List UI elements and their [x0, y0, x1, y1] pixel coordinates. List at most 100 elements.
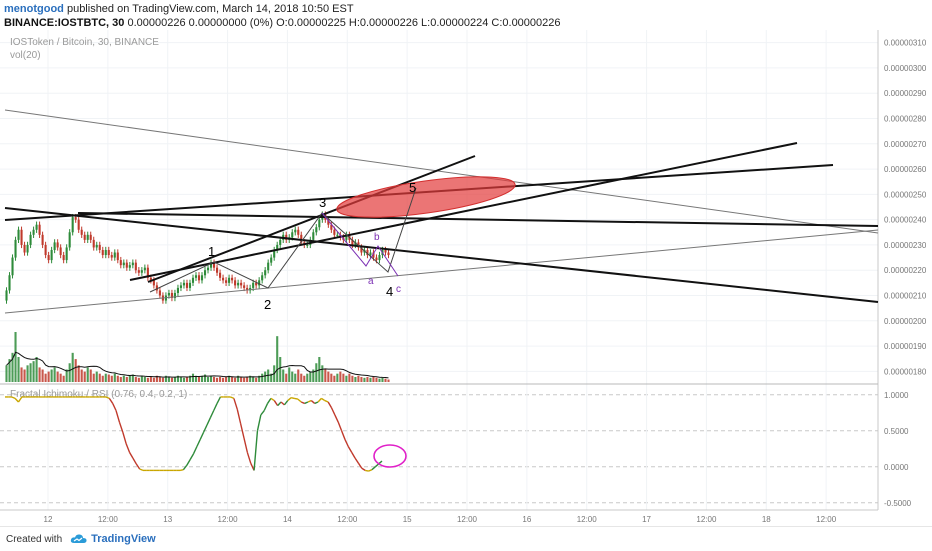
trend-line-grey-descending[interactable]	[4, 109, 879, 234]
candle-body	[312, 232, 315, 240]
candle-body	[300, 234, 303, 243]
target-zone-ellipse[interactable]	[335, 169, 518, 226]
candle-body	[330, 224, 333, 230]
candle-body	[345, 234, 348, 240]
candle-body	[89, 234, 92, 240]
volume-bar	[71, 352, 74, 382]
price-tick-label: 0.00000240	[884, 216, 927, 225]
indicator-segment	[112, 403, 117, 411]
tradingview-logo[interactable]: TradingView	[70, 533, 156, 545]
author-name[interactable]: menotgood	[4, 3, 64, 15]
indicator-segment	[196, 439, 201, 447]
wave-label-5: 5	[409, 180, 416, 195]
volume-bar	[209, 375, 213, 382]
chart-svg[interactable]: IOSToken / Bitcoin, 30, BINANCE vol(20) …	[0, 30, 932, 526]
volume-bar	[297, 369, 300, 382]
indicator-segment	[334, 414, 339, 423]
candle-body	[77, 219, 80, 230]
trend-line-black-horizontal[interactable]	[77, 212, 879, 227]
volume-bar	[167, 377, 170, 382]
trend-line-grey-ascending[interactable]	[4, 229, 879, 314]
indicator-series	[5, 396, 383, 472]
volume-bar	[279, 357, 282, 382]
volume-bar	[116, 375, 119, 382]
candle-body	[173, 292, 176, 299]
volume-bar	[80, 369, 83, 382]
volume-bar	[170, 377, 173, 382]
volume-bar	[270, 373, 273, 382]
trend-line-black-descending[interactable]	[4, 207, 879, 303]
indicator-segment	[277, 401, 282, 407]
candle-body	[246, 287, 249, 291]
indicator-segment	[368, 469, 373, 472]
candle-body	[258, 280, 261, 286]
indicator-segment	[135, 463, 141, 470]
volume-bar	[41, 369, 44, 382]
candle-body	[140, 270, 143, 273]
volume-bar	[86, 367, 89, 382]
volume-bar	[357, 375, 360, 382]
candle-body	[23, 244, 26, 253]
indicator-segment	[122, 432, 127, 444]
chart-area[interactable]: IOSToken / Bitcoin, 30, BINANCE vol(20) …	[0, 30, 932, 526]
volume-bar	[258, 375, 261, 382]
candle-body	[17, 229, 20, 240]
indicator-segment	[139, 468, 144, 472]
published-text: published on TradingView.com, March 14, …	[66, 3, 354, 15]
candle-body	[185, 282, 189, 288]
indicator-segment	[294, 397, 298, 400]
trend-line-steep[interactable]	[147, 155, 476, 283]
candle-body	[261, 275, 264, 281]
indicator-segment	[324, 399, 329, 403]
volume-bar	[38, 367, 41, 382]
volume-bar	[5, 365, 8, 382]
candle-body	[249, 287, 252, 291]
volume-bar	[113, 373, 116, 382]
trend-lines[interactable]	[4, 109, 879, 314]
indicator-segment	[186, 459, 191, 466]
tradingview-cloud-icon	[70, 534, 87, 543]
abc-correction-path[interactable]	[321, 212, 399, 277]
candle-body	[360, 247, 363, 253]
volume-bar	[291, 371, 294, 382]
candle-body	[149, 277, 152, 281]
volume-bar	[339, 371, 342, 382]
elliott-wave-path[interactable]	[149, 187, 417, 293]
trend-line-upper-short[interactable]	[129, 142, 798, 281]
volume-bar	[360, 377, 363, 382]
volume-bar	[246, 377, 249, 382]
volume-bar	[17, 357, 20, 382]
candle-body	[101, 249, 104, 256]
candle-body	[197, 275, 201, 281]
indicator-segment	[182, 464, 188, 471]
grid-lines	[0, 30, 878, 510]
indicator-circle-annotation[interactable]	[373, 444, 407, 468]
candle-body	[188, 282, 192, 288]
volume-bar	[285, 373, 288, 382]
candle-body	[167, 292, 170, 296]
candle-body	[80, 229, 83, 235]
indicator-segment	[317, 397, 322, 403]
chart-header: menotgood published on TradingView.com, …	[4, 2, 928, 30]
main-pane-label: IOSToken / Bitcoin, 30, BINANCE	[10, 37, 159, 48]
candle-body	[20, 229, 23, 245]
indicator-segment	[246, 452, 252, 464]
volume-bar	[237, 375, 240, 382]
price-tick-label: 0.00000300	[884, 64, 927, 73]
indicator-segment	[330, 407, 336, 416]
ohlc-values: 0.00000226 0.00000000 (0%) O:0.00000225 …	[127, 17, 561, 29]
indicator-segment	[236, 409, 242, 424]
candle-body	[297, 229, 300, 235]
candle-body	[276, 244, 279, 250]
candle-body	[104, 249, 107, 256]
candle-body	[29, 234, 32, 245]
price-tick-label: 0.00000290	[884, 89, 927, 98]
indicator-segment	[202, 424, 208, 433]
volume-bar	[56, 371, 59, 382]
volume-bar	[294, 373, 297, 382]
volume-bar	[122, 375, 125, 382]
candle-body	[387, 252, 390, 256]
price-tick-label: 0.00000250	[884, 190, 927, 199]
candle-body	[366, 249, 369, 256]
indicator-segment	[108, 398, 114, 404]
